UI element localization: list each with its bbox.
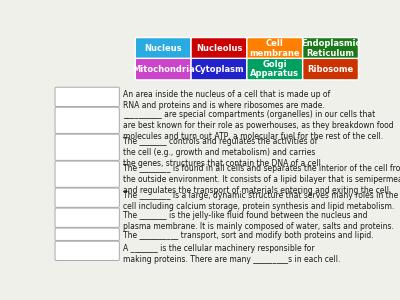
Text: The ________ is found in all cells and separates the interior of the cell from
t: The ________ is found in all cells and s… [123, 164, 400, 195]
Text: The __________ transport, sort and modify both proteins and lipid.: The __________ transport, sort and modif… [123, 231, 374, 240]
FancyBboxPatch shape [247, 58, 303, 80]
Text: The ________ is a large, dynamic structure that serves many roles in the
cell in: The ________ is a large, dynamic structu… [123, 191, 398, 211]
FancyBboxPatch shape [303, 38, 358, 59]
Text: The _______ is the jelly-like fluid found between the nucleus and
plasma membran: The _______ is the jelly-like fluid foun… [123, 211, 394, 231]
Text: Nucleus: Nucleus [144, 44, 182, 53]
FancyBboxPatch shape [191, 38, 247, 59]
FancyBboxPatch shape [247, 38, 303, 59]
FancyBboxPatch shape [55, 161, 119, 187]
Text: Cell
membrane: Cell membrane [250, 39, 300, 58]
FancyBboxPatch shape [55, 134, 119, 160]
Text: Golgi
Apparatus: Golgi Apparatus [250, 60, 299, 79]
FancyBboxPatch shape [135, 38, 191, 59]
Text: Nucleolus: Nucleolus [196, 44, 242, 53]
Text: Endoplasmic
Reticulum: Endoplasmic Reticulum [301, 39, 360, 58]
Text: Cytoplasm: Cytoplasm [194, 64, 244, 74]
FancyBboxPatch shape [55, 87, 119, 106]
Text: Mitochondria: Mitochondria [132, 64, 194, 74]
Text: The _______ controls and regulates the activities of
the cell (e.g., growth and : The _______ controls and regulates the a… [123, 137, 323, 168]
FancyBboxPatch shape [55, 188, 119, 207]
FancyBboxPatch shape [303, 58, 358, 80]
FancyBboxPatch shape [135, 58, 191, 80]
FancyBboxPatch shape [55, 208, 119, 227]
FancyBboxPatch shape [55, 241, 119, 260]
FancyBboxPatch shape [55, 228, 119, 240]
Text: __________ are special compartments (organelles) in our cells that
are best know: __________ are special compartments (org… [123, 110, 394, 141]
Text: A _______ is the cellular machinery responsible for
making proteins. There are m: A _______ is the cellular machinery resp… [123, 244, 340, 264]
Text: An area inside the nucleus of a cell that is made up of
RNA and proteins and is : An area inside the nucleus of a cell tha… [123, 90, 330, 110]
Text: Ribosome: Ribosome [308, 64, 354, 74]
FancyBboxPatch shape [191, 58, 247, 80]
FancyBboxPatch shape [55, 107, 119, 134]
